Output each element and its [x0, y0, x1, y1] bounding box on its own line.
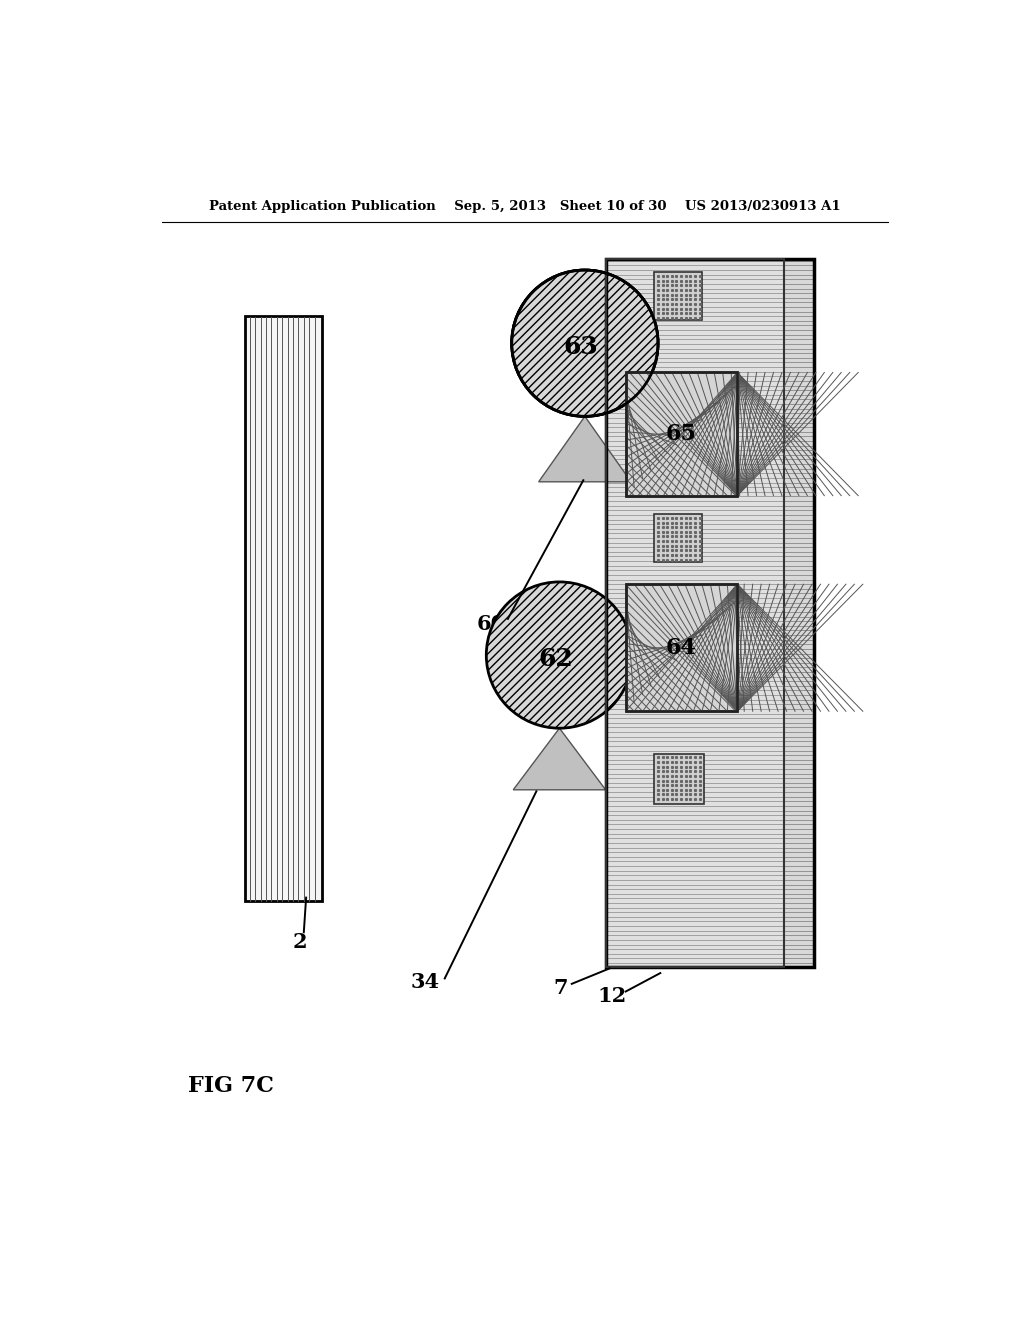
- Bar: [606, 259, 814, 966]
- Text: 63: 63: [563, 335, 598, 359]
- Bar: [654, 272, 701, 321]
- Polygon shape: [513, 729, 605, 789]
- Text: 34: 34: [411, 973, 439, 993]
- Bar: [245, 317, 322, 902]
- Text: 64: 64: [666, 636, 697, 659]
- Bar: [654, 754, 705, 804]
- Text: 60: 60: [476, 614, 506, 634]
- Bar: [606, 259, 783, 966]
- Text: 12: 12: [597, 986, 627, 1006]
- Text: 7: 7: [553, 978, 567, 998]
- Bar: [626, 372, 737, 496]
- Text: Patent Application Publication    Sep. 5, 2013   Sheet 10 of 30    US 2013/02309: Patent Application Publication Sep. 5, 2…: [209, 199, 841, 213]
- Bar: [654, 515, 701, 562]
- Text: 2: 2: [293, 932, 307, 952]
- Text: 65: 65: [666, 422, 697, 445]
- Bar: [626, 372, 737, 496]
- Bar: [626, 585, 737, 711]
- Text: FIG 7C: FIG 7C: [188, 1076, 274, 1097]
- Circle shape: [512, 271, 658, 416]
- Bar: [606, 259, 814, 966]
- Circle shape: [486, 582, 633, 729]
- Polygon shape: [539, 416, 631, 482]
- Bar: [626, 585, 737, 711]
- Circle shape: [512, 271, 658, 416]
- Text: 62: 62: [539, 647, 573, 671]
- Bar: [606, 259, 783, 966]
